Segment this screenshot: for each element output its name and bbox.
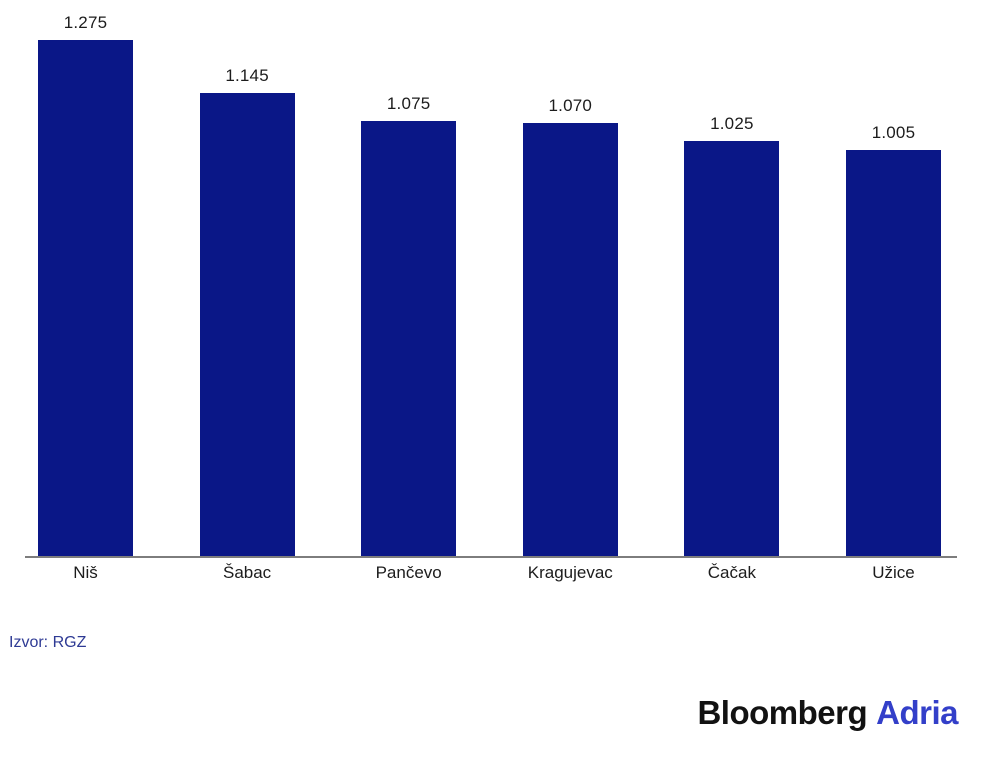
bar-group-nis: 1.275 (38, 0, 133, 557)
source-note: Izvor: RGZ (9, 634, 87, 651)
bar-pancevo (361, 121, 457, 557)
data-label: 1.005 (871, 122, 916, 142)
bar-sabac (199, 92, 295, 557)
x-tick-label-kragujevac: Kragujevac (527, 563, 613, 582)
x-tick-label-sabac: Šabac (222, 563, 272, 582)
data-label: 1.145 (225, 65, 269, 85)
bar-uzice (845, 149, 941, 557)
bar-cacak (684, 141, 780, 557)
bar-group-uzice: 1.005 (845, 0, 941, 557)
bar-group-pancevo: 1.075 (361, 0, 457, 557)
x-tick-label-pancevo: Pančevo (375, 563, 442, 582)
bar-chart-plot-area: 1.275 1.145 1.075 1.070 1.025 1.005 (38, 0, 941, 557)
x-axis-line (25, 556, 957, 558)
data-label: 1.075 (386, 94, 431, 114)
x-tick-label-nis: Niš (73, 563, 98, 582)
data-label: 1.275 (63, 13, 108, 32)
x-tick-label-uzice: Užice (872, 563, 915, 582)
bar-group-sabac: 1.145 (199, 0, 295, 557)
brand-logo-adria: Adria (876, 694, 958, 731)
bar-group-cacak: 1.025 (684, 0, 780, 557)
brand-logo-bloomberg: Bloomberg (697, 694, 868, 731)
x-tick-label-cacak: Čačak (707, 563, 756, 582)
data-label: 1.025 (710, 114, 754, 134)
brand-logo: Bloomberg Adria (697, 694, 958, 732)
bar-group-kragujevac: 1.070 (522, 0, 618, 557)
data-label: 1.070 (548, 96, 593, 116)
bar-kragujevac (522, 123, 618, 557)
x-axis-labels: Niš Šabac Pančevo Kragujevac Čačak Užice (38, 563, 941, 583)
bar-nis (38, 40, 133, 557)
